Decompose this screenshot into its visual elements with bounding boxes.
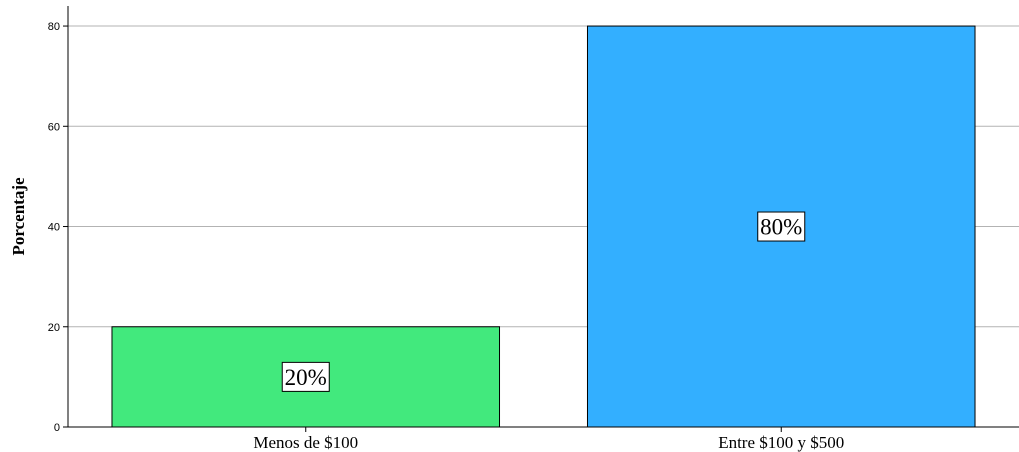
y-axis-title: Porcentaje (9, 177, 28, 255)
x-category-label: Entre $100 y $500 (718, 433, 844, 452)
data-label: 20% (285, 365, 327, 390)
y-tick-label: 20 (48, 322, 60, 334)
x-category-labels: Menos de $100 Entre $100 y $500 (253, 427, 844, 452)
data-label-box (281, 361, 330, 392)
y-tick-label: 80 (48, 21, 60, 33)
data-labels: 20% 80% (281, 211, 806, 392)
data-label-box (757, 211, 806, 242)
y-tick-label: 0 (54, 422, 60, 434)
y-tick-label: 60 (48, 121, 60, 133)
y-tick-label: 40 (48, 222, 60, 234)
y-tick-labels: 0 20 40 60 80 (48, 21, 68, 434)
axes (67, 6, 1019, 428)
data-label: 80% (760, 215, 802, 240)
x-category-label: Menos de $100 (253, 433, 358, 452)
